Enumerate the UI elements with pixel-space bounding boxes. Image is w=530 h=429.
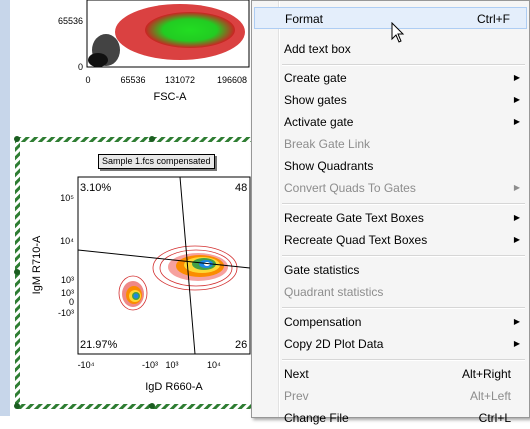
resize-handle-tl[interactable] — [14, 136, 20, 142]
submenu-arrow-icon: ▶ — [513, 213, 520, 222]
quadrant-horizontal-line[interactable] — [77, 249, 251, 269]
top-plot-y-tick-0: 65536 — [58, 16, 83, 26]
bottom-plot-y-tick-4: 0 — [69, 297, 74, 307]
menu-item-change-file[interactable]: Change File Ctrl+L — [254, 407, 527, 429]
menu-item-convert-quads-to-gates[interactable]: Convert Quads To Gates ▶ — [254, 177, 527, 199]
menu-item-format[interactable]: Format Ctrl+F — [254, 7, 527, 29]
top-plot-x-tick-1: 65536 — [120, 75, 145, 85]
bottom-plot-x-tick-2: 10³ — [165, 360, 178, 370]
menu-separator — [282, 255, 525, 257]
contour-left-population — [118, 275, 148, 311]
plots-svg: 65536 0 0 65536 131072 196608 FSC-A — [14, 0, 260, 409]
bottom-plot-y-tick-2: 10³ — [61, 275, 74, 285]
menu-item-label: Quadrant statistics — [284, 285, 384, 299]
menu-item-recreate-quad-text-boxes[interactable]: Recreate Quad Text Boxes ▶ — [254, 229, 527, 251]
submenu-arrow-icon: ▶ — [513, 317, 520, 326]
quadrant-bottom-right-value: 26 — [235, 339, 247, 351]
top-plot-x-tick-0: 0 — [85, 75, 90, 85]
menu-item-break-gate-link[interactable]: Break Gate Link — [254, 133, 527, 155]
submenu-arrow-icon: ▶ — [513, 183, 520, 192]
bottom-plot-y-tick-0: 10⁵ — [60, 193, 74, 203]
bottom-plot-x-tick-0: -10⁴ — [78, 360, 95, 370]
menu-item-label: Show Quadrants — [284, 159, 374, 173]
top-plot-x-tick-3: 196608 — [217, 75, 247, 85]
menu-item-label: Recreate Gate Text Boxes — [284, 211, 424, 225]
bottom-plot-y-label: IgM R710-A — [31, 235, 43, 294]
menu-separator — [282, 203, 525, 205]
sample-label[interactable]: Sample 1.fcs compensated — [98, 154, 215, 169]
menu-item-shortcut: Alt+Left — [469, 389, 511, 403]
menu-item-label: Copy 2D Plot Data — [284, 337, 384, 351]
bottom-plot[interactable]: 3.10% 48 21.97% 26 10⁵ 10⁴ 10³ 10³ 0 -10… — [31, 176, 251, 393]
resize-handle-bottom[interactable] — [149, 403, 155, 409]
menu-item-next[interactable]: Next Alt+Right — [254, 363, 527, 385]
menu-item-label: Recreate Quad Text Boxes — [284, 233, 428, 247]
top-plot-x-tick-2: 131072 — [165, 75, 195, 85]
menu-separator — [282, 359, 525, 361]
menu-item-quadrant-statistics[interactable]: Quadrant statistics — [254, 281, 527, 303]
top-plot-x-label: FSC-A — [154, 91, 188, 103]
quadrant-vertical-line[interactable] — [179, 176, 196, 355]
resize-handle-left[interactable] — [14, 269, 20, 275]
menu-item-add-text-box[interactable]: Add text box — [254, 38, 527, 60]
bottom-plot-x-tick-1: -10³ — [142, 360, 158, 370]
quadrant-top-left-value: 3.10% — [80, 182, 111, 194]
menu-item-show-gates[interactable]: Show gates ▶ — [254, 89, 527, 111]
context-menu[interactable]: Format Ctrl+F Add text box Create gate ▶… — [251, 0, 530, 425]
menu-item-label: Format — [285, 12, 324, 26]
menu-item-label: Compensation — [284, 315, 362, 329]
menu-item-show-quadrants[interactable]: Show Quadrants — [254, 155, 527, 177]
submenu-arrow-icon: ▶ — [513, 73, 520, 82]
menu-item-label: Change File — [284, 411, 349, 425]
menu-item-compensation[interactable]: Compensation ▶ — [254, 311, 527, 333]
menu-item-label: Convert Quads To Gates — [284, 181, 416, 195]
top-plot-black-dots — [88, 34, 120, 67]
menu-item-label: Create gate — [284, 71, 347, 85]
menu-separator — [282, 307, 525, 309]
menu-item-recreate-gate-text-boxes[interactable]: Recreate Gate Text Boxes ▶ — [254, 207, 527, 229]
menu-item-label: Add text box — [284, 42, 351, 56]
menu-icon-gutter — [278, 1, 280, 417]
menu-item-shortcut: Ctrl+F — [477, 12, 510, 26]
quadrant-bottom-left-value: 21.97% — [80, 339, 118, 351]
menu-item-activate-gate[interactable]: Activate gate ▶ — [254, 111, 527, 133]
mouse-cursor-icon — [391, 22, 405, 43]
menu-item-label: Gate statistics — [284, 263, 360, 277]
menu-item-create-gate[interactable]: Create gate ▶ — [254, 67, 527, 89]
bottom-plot-x-label: IgD R660-A — [145, 381, 203, 393]
menu-item-label: Activate gate — [284, 115, 354, 129]
top-plot-y-tick-1: 0 — [78, 62, 83, 72]
menu-item-shortcut: Ctrl+L — [478, 411, 511, 425]
menu-item-label: Show gates — [284, 93, 347, 107]
menu-item-prev[interactable]: Prev Alt+Left — [254, 385, 527, 407]
menu-separator — [282, 64, 525, 66]
bottom-plot-x-tick-3: 10⁴ — [207, 360, 221, 370]
submenu-arrow-icon: ▶ — [513, 95, 520, 104]
top-plot-green-population — [145, 12, 235, 48]
resize-handle-bl[interactable] — [14, 403, 20, 409]
selection-frame[interactable] — [14, 136, 260, 409]
top-plot[interactable]: 65536 0 0 65536 131072 196608 FSC-A — [58, 0, 250, 103]
menu-item-shortcut: Alt+Right — [461, 367, 511, 381]
menu-item-gate-statistics[interactable]: Gate statistics — [254, 259, 527, 281]
resize-handle-top[interactable] — [149, 136, 155, 142]
menu-item-label: Prev — [284, 389, 309, 403]
menu-item-label: Next — [284, 367, 309, 381]
submenu-arrow-icon: ▶ — [513, 235, 520, 244]
bottom-plot-y-tick-1: 10⁴ — [60, 236, 74, 246]
bottom-plot-y-tick-5: -10³ — [58, 308, 74, 318]
submenu-arrow-icon: ▶ — [513, 117, 520, 126]
menu-item-copy-2d-plot-data[interactable]: Copy 2D Plot Data ▶ — [254, 333, 527, 355]
submenu-arrow-icon: ▶ — [513, 339, 520, 348]
quadrant-top-right-value: 48 — [235, 182, 247, 194]
bottom-plot-y-tick-3: 10³ — [61, 288, 74, 298]
menu-item-label: Break Gate Link — [284, 137, 371, 151]
